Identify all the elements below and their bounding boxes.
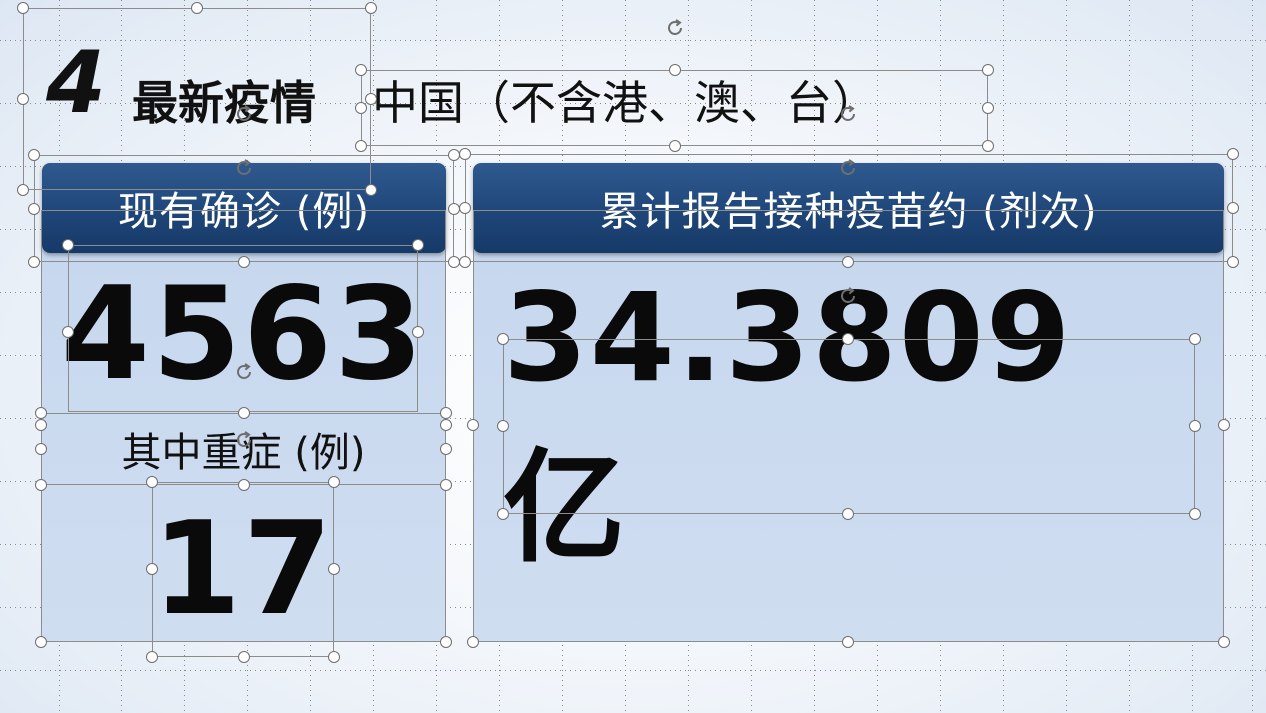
selection-handle-icon[interactable]	[440, 419, 452, 431]
current-confirmed-value[interactable]: 4563	[60, 259, 426, 409]
selection-handle-icon[interactable]	[35, 636, 47, 648]
rotate-handle-icon[interactable]	[233, 361, 255, 383]
slide-number[interactable]: 4	[46, 33, 106, 133]
severe-cases-value[interactable]: 17	[151, 495, 335, 644]
selection-handle-icon[interactable]	[982, 102, 994, 114]
selection-handle-icon[interactable]	[365, 184, 377, 196]
selection-handle-icon[interactable]	[1227, 256, 1239, 268]
selection-handle-icon[interactable]	[238, 256, 250, 268]
selection-handle-icon[interactable]	[459, 256, 471, 268]
selection-handle-icon[interactable]	[440, 443, 452, 455]
selection-handle-icon[interactable]	[28, 149, 40, 161]
selection-handle-icon[interactable]	[28, 203, 40, 215]
selection-handle-icon[interactable]	[467, 419, 479, 431]
rotate-handle-icon[interactable]	[837, 157, 859, 179]
selection-handle-icon[interactable]	[355, 64, 367, 76]
selection-handle-icon[interactable]	[62, 239, 74, 251]
selection-handle-icon[interactable]	[17, 2, 29, 14]
selection-handle-icon[interactable]	[146, 563, 158, 575]
selection-handle-icon[interactable]	[62, 326, 74, 338]
selection-handle-icon[interactable]	[365, 93, 377, 105]
selection-handle-icon[interactable]	[467, 636, 479, 648]
left-panel-background[interactable]	[41, 210, 446, 642]
selection-handle-icon[interactable]	[238, 407, 250, 419]
rotate-handle-icon[interactable]	[837, 103, 859, 125]
selection-handle-icon[interactable]	[982, 64, 994, 76]
severe-cases-label[interactable]: 其中重症 (例)	[121, 430, 366, 476]
slide-subtitle[interactable]: 中国（不含港、澳、台）	[372, 76, 878, 130]
selection-handle-icon[interactable]	[328, 476, 340, 488]
selection-handle-icon[interactable]	[1218, 636, 1230, 648]
selection-handle-icon[interactable]	[497, 333, 509, 345]
selection-handle-icon[interactable]	[1227, 148, 1239, 160]
selection-handle-icon[interactable]	[1189, 508, 1201, 520]
rotate-handle-icon[interactable]	[233, 103, 255, 125]
rotate-handle-icon[interactable]	[664, 17, 686, 39]
selection-handle-icon[interactable]	[440, 636, 452, 648]
selection-handle-icon[interactable]	[146, 476, 158, 488]
selection-handle-icon[interactable]	[440, 479, 452, 491]
selection-handle-icon[interactable]	[35, 443, 47, 455]
selection-handle-icon[interactable]	[1189, 420, 1201, 432]
selection-handle-icon[interactable]	[842, 508, 854, 520]
selection-handle-icon[interactable]	[355, 140, 367, 152]
selection-handle-icon[interactable]	[1189, 333, 1201, 345]
selection-handle-icon[interactable]	[238, 479, 250, 491]
selection-handle-icon[interactable]	[28, 256, 40, 268]
slide-title[interactable]: 最新疫情	[132, 76, 316, 130]
selection-handle-icon[interactable]	[440, 407, 452, 419]
rotate-handle-icon[interactable]	[233, 429, 255, 451]
selection-handle-icon[interactable]	[35, 479, 47, 491]
selection-handle-icon[interactable]	[412, 239, 424, 251]
selection-handle-icon[interactable]	[497, 420, 509, 432]
selection-handle-icon[interactable]	[842, 333, 854, 345]
rotate-handle-icon[interactable]	[233, 157, 255, 179]
selection-handle-icon[interactable]	[412, 326, 424, 338]
selection-handle-icon[interactable]	[365, 2, 377, 14]
selection-handle-icon[interactable]	[669, 140, 681, 152]
selection-handle-icon[interactable]	[328, 651, 340, 663]
selection-handle-icon[interactable]	[328, 563, 340, 575]
selection-handle-icon[interactable]	[842, 256, 854, 268]
selection-handle-icon[interactable]	[191, 2, 203, 14]
right-panel-header[interactable]: 累计报告接种疫苗约 (剂次)	[473, 163, 1224, 253]
selection-handle-icon[interactable]	[459, 202, 471, 214]
selection-handle-icon[interactable]	[1227, 202, 1239, 214]
right-panel-background[interactable]	[473, 210, 1224, 642]
selection-handle-icon[interactable]	[1218, 419, 1230, 431]
selection-handle-icon[interactable]	[35, 419, 47, 431]
rotate-handle-icon[interactable]	[837, 285, 859, 307]
selection-handle-icon[interactable]	[146, 651, 158, 663]
selection-handle-icon[interactable]	[17, 93, 29, 105]
selection-handle-icon[interactable]	[982, 140, 994, 152]
selection-handle-icon[interactable]	[17, 184, 29, 196]
selection-handle-icon[interactable]	[355, 102, 367, 114]
selection-handle-icon[interactable]	[669, 64, 681, 76]
vaccination-total-value[interactable]: 34.3809亿	[503, 267, 1071, 579]
selection-handle-icon[interactable]	[238, 651, 250, 663]
left-panel-header[interactable]: 现有确诊 (例)	[42, 163, 446, 253]
selection-handle-icon[interactable]	[459, 148, 471, 160]
selection-handle-icon[interactable]	[35, 407, 47, 419]
selection-handle-icon[interactable]	[497, 508, 509, 520]
selection-handle-icon[interactable]	[842, 636, 854, 648]
